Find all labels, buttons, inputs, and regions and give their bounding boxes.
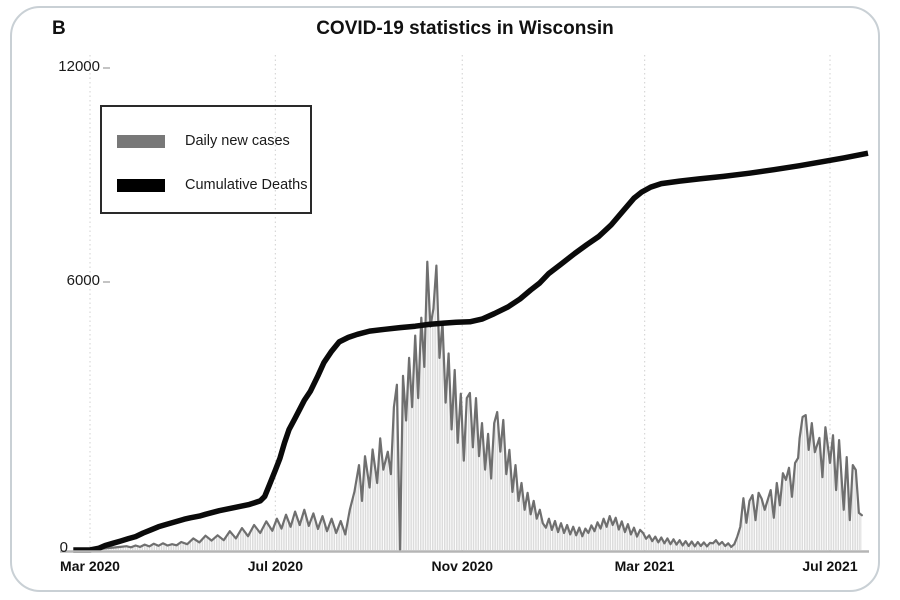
cumulative-deaths-line (73, 150, 869, 553)
x-axis-tick-label-mar-2021: Mar 2021 (614, 558, 675, 574)
x-axis-tick-label-mar-2020: Mar 2020 (60, 558, 120, 574)
y-axis-tick-label-0: 0 (59, 539, 68, 556)
chart-title: COVID-19 statistics in Wisconsin (316, 18, 614, 39)
y-axis-tick-label-6000: 6000 (66, 272, 100, 289)
legend-label-cumulative-deaths: Cumulative Deaths (185, 177, 308, 193)
panel-label: B (52, 18, 66, 39)
legend-swatch-daily-cases (117, 134, 165, 148)
legend-box: Daily new cases Cumulative Deaths (100, 105, 312, 214)
x-axis-tick-label-jul-2021: Jul 2021 (802, 558, 858, 574)
daily-cases-line (76, 260, 863, 552)
legend-item-cumulative-deaths: Cumulative Deaths (117, 177, 308, 193)
y-axis-tick-label-12000: 12000 (58, 58, 100, 75)
legend-swatch-cumulative-deaths (117, 178, 165, 192)
vertical-gridlines (89, 55, 831, 551)
x-axis-tick-label-nov-2020: Nov 2020 (431, 558, 493, 574)
x-axis-tick-label-jul-2020: Jul 2020 (247, 558, 303, 574)
legend-item-daily-cases: Daily new cases (117, 133, 290, 149)
legend-label-daily-cases: Daily new cases (185, 133, 290, 149)
